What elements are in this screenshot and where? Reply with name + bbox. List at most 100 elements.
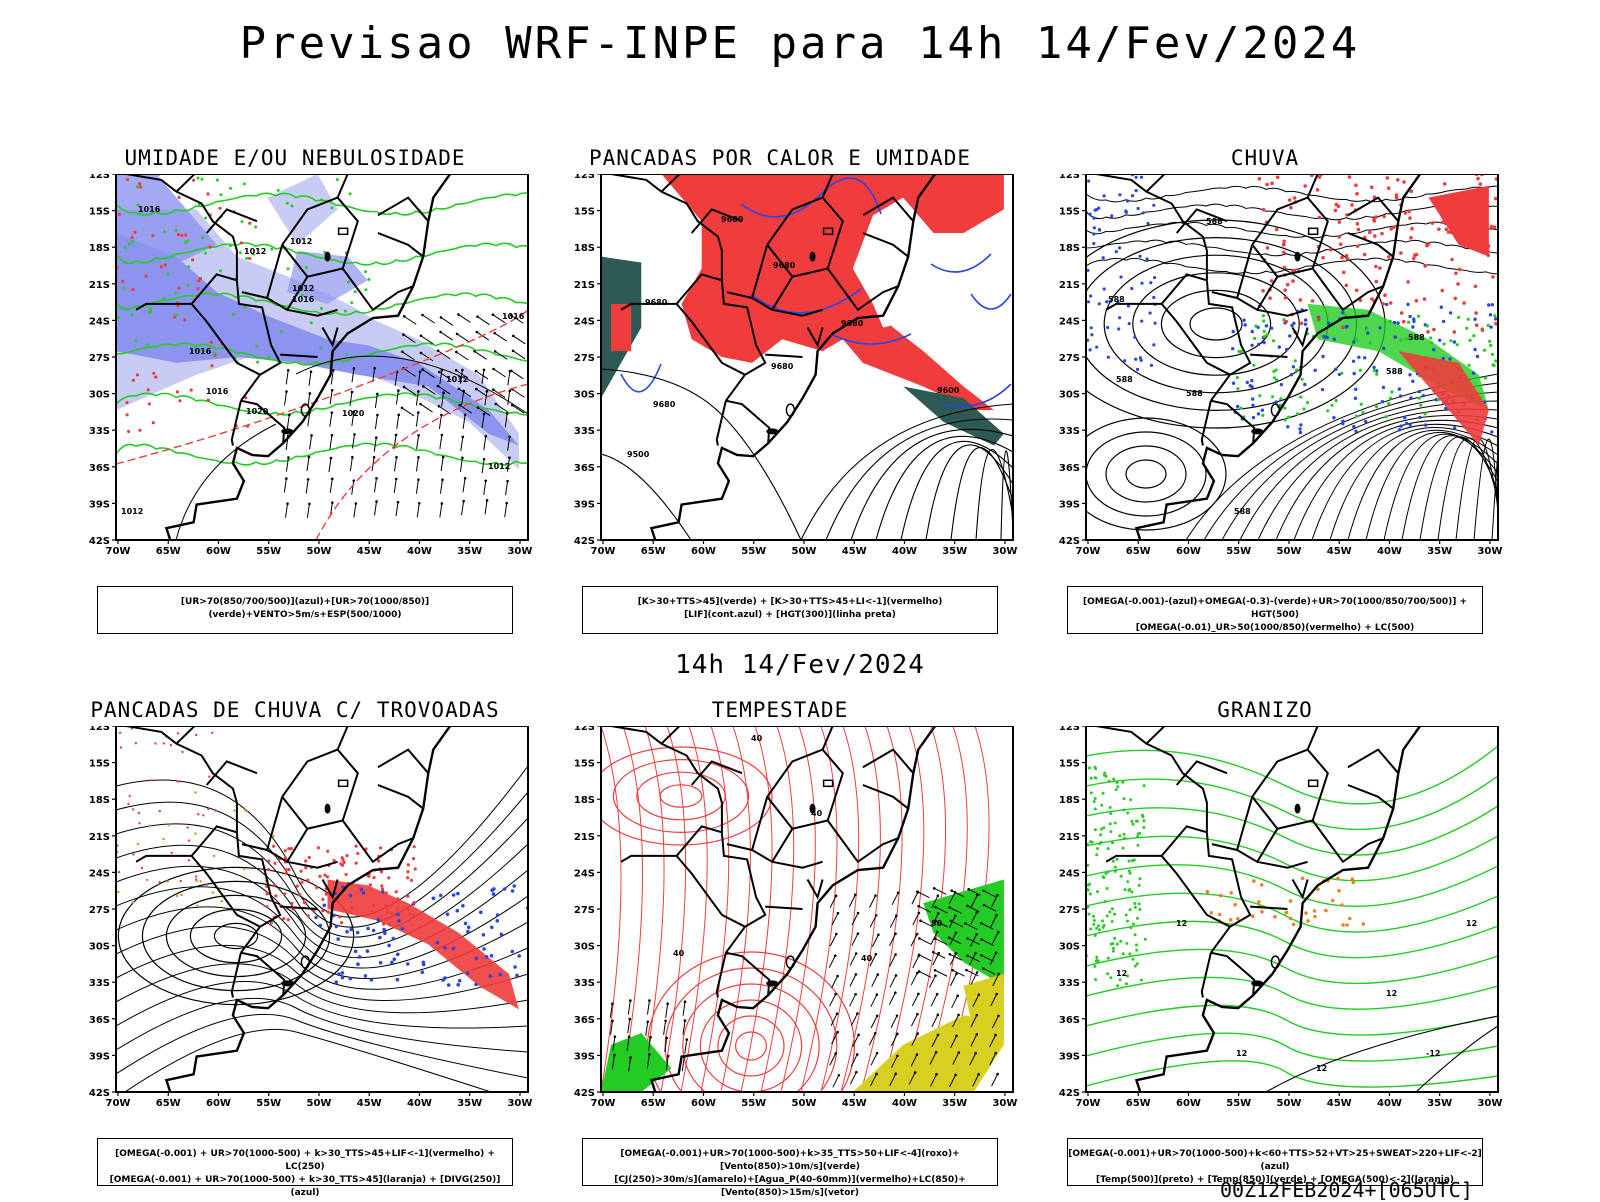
- red-contour-speck: [206, 398, 210, 402]
- wind-vector: [952, 1052, 960, 1065]
- divg-blue-speck: [348, 976, 353, 981]
- wind-vector: [849, 974, 857, 987]
- lc850-contour: [717, 1015, 785, 1077]
- omega-blue-speck: [1408, 423, 1412, 427]
- wind-vector: [507, 390, 511, 405]
- country-border: [715, 952, 727, 998]
- storm-red-speck: [128, 794, 131, 798]
- temp850-speck: [1113, 936, 1117, 940]
- country-border: [241, 843, 268, 851]
- wind-vector: [929, 1052, 937, 1065]
- omega-green-speck: [1399, 338, 1403, 342]
- storm-red-speck: [356, 851, 360, 856]
- green-speck: [335, 178, 339, 181]
- humidity-light-area: [267, 174, 338, 245]
- divg-blue-speck: [397, 919, 401, 923]
- divg-blue-speck: [466, 925, 471, 930]
- wind-vector: [373, 478, 377, 493]
- red-contour-speck: [177, 195, 181, 199]
- red-contour-speck: [125, 177, 130, 182]
- country-border: [1105, 854, 1162, 863]
- wind-vector: [513, 335, 526, 345]
- hgt300-contour: [1000, 450, 1013, 540]
- lon-tick-label: 45W: [357, 546, 382, 557]
- omega-blue-speck: [1116, 300, 1120, 304]
- omega-green-speck: [1358, 368, 1362, 372]
- wind-vector: [350, 390, 354, 394]
- wind-vector: [330, 411, 334, 414]
- lon-tick-label: 55W: [1226, 1098, 1251, 1109]
- storm-red-speck: [162, 742, 165, 745]
- storm-red-speck: [338, 915, 342, 919]
- lat-tick-label: 18S: [1059, 795, 1080, 806]
- wind-vector: [911, 1033, 919, 1046]
- omega-green-speck: [1262, 335, 1267, 339]
- storm-red-speck: [412, 901, 416, 905]
- green-speck: [309, 321, 313, 325]
- ur-red-speck: [1406, 280, 1410, 284]
- contour-label: 50: [931, 919, 943, 928]
- wind-vector: [473, 350, 476, 353]
- divg-blue-speck: [488, 974, 493, 979]
- omega-green-speck: [1354, 414, 1358, 418]
- wind-vector: [990, 895, 998, 908]
- green-speck: [186, 239, 190, 243]
- omega-blue-speck: [1130, 286, 1134, 291]
- divg-blue-speck: [357, 955, 362, 959]
- wind-vector: [917, 891, 930, 899]
- storm-red-speck: [195, 733, 198, 737]
- divg-blue-speck: [499, 932, 504, 937]
- wind-vector: [416, 503, 420, 518]
- storm-red-speck: [284, 856, 288, 860]
- temp850-speck: [1142, 819, 1146, 823]
- green-speck: [350, 301, 354, 305]
- omega-green-speck: [1305, 401, 1310, 405]
- ur-red-speck: [1347, 175, 1352, 179]
- wind-vector: [850, 1054, 858, 1067]
- divg-blue-speck: [502, 887, 507, 891]
- wind-vector: [646, 1054, 650, 1069]
- caption-line-2: [Temp(500)](preto) + [Temp(850)](verde) …: [1095, 1175, 1455, 1185]
- green-speck: [193, 345, 197, 348]
- orange-speck: [243, 808, 247, 811]
- wind-vector: [997, 972, 1001, 976]
- divg-blue-speck: [341, 885, 345, 889]
- contour-label: 1020: [246, 407, 269, 416]
- wind-vector: [402, 315, 406, 318]
- ur-red-speck: [1423, 264, 1427, 268]
- omega-blue-speck: [1231, 381, 1236, 385]
- country-border: [1347, 196, 1400, 222]
- ur-red-speck: [1456, 282, 1460, 286]
- wind-vector: [505, 501, 508, 505]
- temp850-speck: [1088, 766, 1091, 770]
- red-contour-speck: [121, 279, 125, 283]
- wind-vector: [328, 458, 332, 473]
- omega-blue-speck: [1262, 340, 1266, 345]
- hgt300-contour: [900, 440, 1013, 540]
- green-speck: [229, 186, 232, 190]
- map-frame: [600, 726, 1014, 1093]
- red-contour-speck: [248, 256, 252, 261]
- lon-tick-label: 60W: [691, 546, 716, 557]
- lat-tick-label: 27S: [574, 905, 595, 916]
- lon-tick-label: 50W: [1276, 546, 1301, 557]
- lon-tick-label: 60W: [206, 546, 231, 557]
- temp850-speck: [1140, 978, 1143, 982]
- red-contour-speck: [244, 396, 248, 400]
- temp850-speck: [1090, 840, 1094, 844]
- storm-red-speck: [387, 876, 391, 880]
- omega-green-speck: [1302, 407, 1306, 411]
- omega-green-speck: [1340, 371, 1344, 375]
- wind-vector: [933, 951, 946, 959]
- lon-tick-label: 30W: [507, 546, 532, 557]
- wind-vector: [419, 351, 423, 355]
- map-frame: [1085, 174, 1499, 541]
- omega-blue-speck: [1473, 317, 1477, 321]
- streamline: [1365, 432, 1498, 540]
- wind-vector: [980, 953, 983, 957]
- country-border: [377, 232, 424, 258]
- storm-red-speck: [211, 731, 214, 734]
- lon-tick-label: 70W: [1076, 1098, 1101, 1109]
- temp850-contour: [1086, 920, 1498, 959]
- red-contour-speck: [131, 378, 136, 382]
